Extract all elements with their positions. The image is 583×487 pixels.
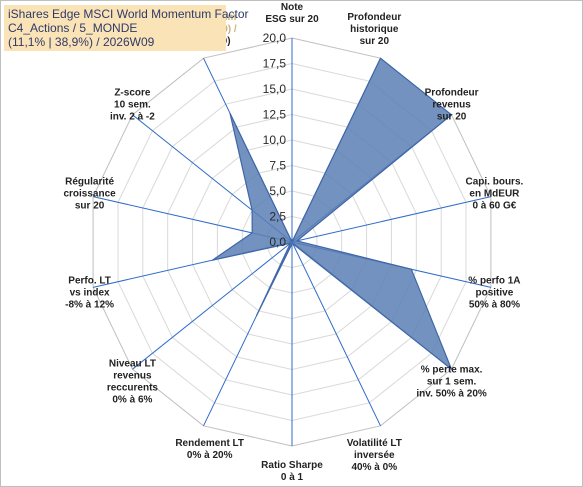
axis-label: Profondeur revenus sur 20 (425, 88, 479, 123)
tick-label: 17,5 (263, 57, 287, 71)
series-area (211, 57, 453, 370)
axis-label: Note ESG sur 20 (265, 2, 319, 25)
chart-title-line1: iShares Edge MSCI World Momentum Factor (8, 7, 249, 21)
tick-label: 15,0 (263, 82, 287, 96)
radial-tick-labels: 0,0 2,5 5,0 7,5 10,0 12,5 15,0 17,5 20,0 (263, 31, 287, 249)
axis-label: Régularité croissance sur 20 (63, 177, 116, 212)
tick-label: 10,0 (263, 133, 287, 147)
axis-spoke (132, 241, 293, 370)
axis-label: % perfo 1A positive 50% à 80% (468, 275, 520, 310)
axis-label: Volatilité LT inversée 40% à 0% (347, 438, 402, 473)
tick-label: 12,5 (263, 108, 287, 122)
tick-label: 7,5 (269, 159, 286, 173)
chart-title-box: iShares Edge MSCI World Momentum Factor … (4, 5, 249, 51)
tick-label: 20,0 (263, 31, 287, 45)
axis-label: Z-score 10 sem. inv. 2 à -2 (110, 88, 155, 123)
axis-label: Profondeur historique sur 20 (347, 12, 401, 47)
axis-label: Ratio Sharpe 0 à 1 (261, 460, 323, 483)
axis-label: Capi. bours. en MdEUR 0 à 60 G€ (466, 177, 524, 212)
chart-title-line3: (11,1% | 38,9%) / 2026W09 (8, 35, 155, 49)
tick-label: 5,0 (269, 184, 286, 198)
axis-spoke (291, 196, 492, 243)
tick-label: 0,0 (269, 235, 286, 249)
axis-spoke (291, 241, 381, 427)
axis-label: % perte max. sur 1 sem. inv. 50% à 20% (416, 364, 487, 399)
chart-title-line2: C4_Actions / 5_MONDE (8, 21, 138, 35)
axis-label: Rendement LT 0% à 20% (175, 438, 244, 461)
axis-label: Perfo. LT vs index -8% à 12% (65, 275, 114, 310)
tick-label: 2,5 (269, 210, 286, 224)
axis-label: Niveau LT revenus reccurents 0% à 6% (107, 358, 159, 405)
radar-series (211, 57, 453, 370)
